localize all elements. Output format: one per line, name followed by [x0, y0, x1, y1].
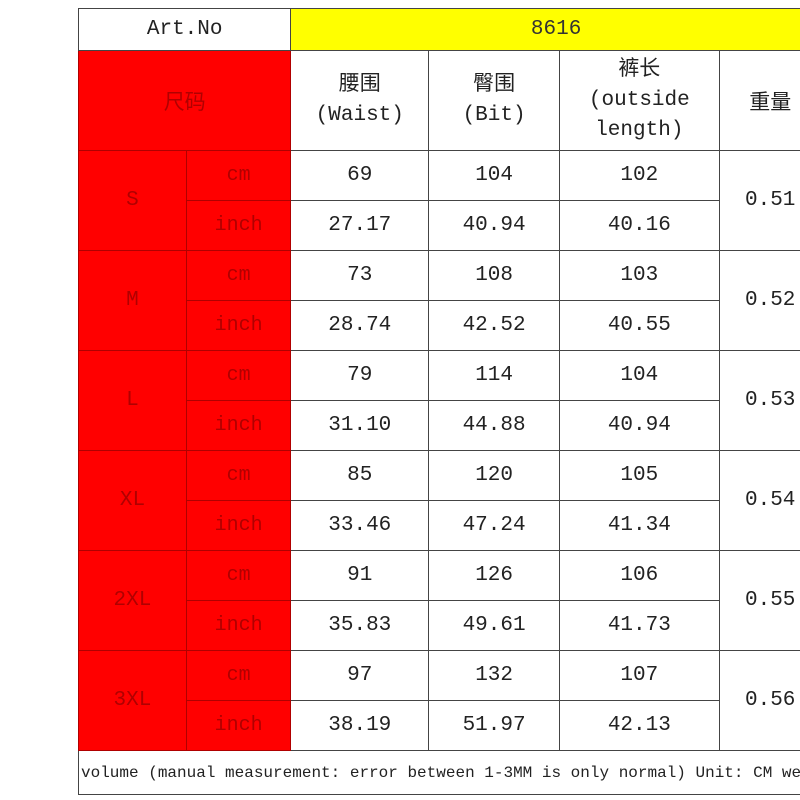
art-no-label: Art.No [77, 8, 292, 51]
hip-value: 51.97 [428, 700, 561, 751]
size-label: 3XL [78, 650, 187, 751]
length-value: 106 [559, 550, 720, 601]
hip-value: 120 [428, 450, 561, 501]
waist-header-en: (Waist) [315, 103, 404, 127]
table-row: inch 28.74 42.52 40.55 [79, 300, 800, 351]
length-value: 102 [559, 150, 720, 201]
footer-note: volume (manual measurement: error betwee… [78, 750, 800, 795]
weight-value: 0.55 [718, 550, 800, 651]
waist-value: 35.83 [290, 600, 430, 651]
size-label: 2XL [78, 550, 187, 651]
header-row: 尺码 腰围 (Waist) 臀围 (Bit) 裤长 (outside length) 重… [77, 50, 800, 151]
length-value: 42.13 [559, 700, 720, 751]
size-label: S [78, 150, 187, 251]
waist-value: 28.74 [290, 300, 430, 351]
hip-value: 40.94 [428, 200, 561, 251]
unit-label: inch [185, 600, 292, 651]
size-chart-table: Art.No 8616 尺码 腰围 (Waist) 臀围 (Bit) 裤长 (outs… [77, 8, 800, 795]
waist-value: 79 [290, 350, 430, 401]
hip-header-cn: 臀围 [473, 73, 516, 97]
length-value: 105 [559, 450, 720, 501]
table-row: inch 33.46 47.24 41.34 [79, 500, 800, 551]
weight-value: 0.54 [718, 450, 800, 551]
length-value: 104 [559, 350, 720, 401]
length-value: 103 [559, 250, 720, 301]
table-row: 2XL cm 91 126 106 0.55 [78, 550, 800, 651]
unit-label: cm [185, 250, 292, 301]
waist-header-cn: 腰围 [338, 73, 381, 97]
waist-value: 73 [290, 250, 430, 301]
table-row: inch 35.83 49.61 41.73 [79, 600, 800, 651]
table-row: 3XL cm 97 132 107 0.56 [78, 650, 800, 751]
unit-label: cm [185, 650, 292, 701]
table-row: XL cm 85 120 105 0.54 [78, 450, 800, 551]
unit-label: inch [185, 200, 292, 251]
waist-value: 91 [290, 550, 430, 601]
waist-value: 85 [290, 450, 430, 501]
unit-label: inch [185, 700, 292, 751]
length-value: 41.73 [559, 600, 720, 651]
waist-value: 33.46 [290, 500, 430, 551]
weight-header: 重量 [718, 50, 800, 151]
weight-value: 0.53 [718, 350, 800, 451]
unit-label: inch [185, 300, 292, 351]
waist-header: 腰围 (Waist) [290, 50, 430, 151]
length-value: 40.94 [559, 400, 720, 451]
art-no-value: 8616 [290, 8, 800, 51]
hip-value: 108 [428, 250, 561, 301]
hip-value: 126 [428, 550, 561, 601]
length-value: 40.16 [559, 200, 720, 251]
waist-value: 31.10 [290, 400, 430, 451]
table-row: inch 38.19 51.97 42.13 [79, 700, 800, 751]
weight-value: 0.56 [718, 650, 800, 751]
hip-header-en: (Bit) [462, 103, 526, 127]
unit-label: inch [185, 400, 292, 451]
hip-value: 49.61 [428, 600, 561, 651]
length-value: 107 [559, 650, 720, 701]
waist-value: 97 [290, 650, 430, 701]
size-label: M [78, 250, 187, 351]
unit-label: cm [185, 350, 292, 401]
length-header-cn: 裤长 [618, 58, 661, 82]
unit-label: cm [185, 450, 292, 501]
size-label: XL [78, 450, 187, 551]
hip-value: 42.52 [428, 300, 561, 351]
hip-value: 132 [428, 650, 561, 701]
hip-value: 47.24 [428, 500, 561, 551]
size-header: 尺码 [77, 50, 292, 151]
length-header: 裤长 (outside length) [559, 50, 720, 151]
weight-value: 0.51 [718, 150, 800, 251]
hip-value: 114 [428, 350, 561, 401]
weight-value: 0.52 [718, 250, 800, 351]
waist-value: 69 [290, 150, 430, 201]
unit-label: inch [185, 500, 292, 551]
hip-value: 44.88 [428, 400, 561, 451]
length-header-en-1: (outside [588, 88, 690, 112]
waist-value: 27.17 [290, 200, 430, 251]
table-row: inch 27.17 40.94 40.16 [79, 200, 800, 251]
art-no-row: Art.No 8616 [77, 8, 800, 51]
hip-value: 104 [428, 150, 561, 201]
size-label: L [78, 350, 187, 451]
hip-header: 臀围 (Bit) [428, 50, 561, 151]
length-header-en-2: length) [595, 118, 684, 142]
table-row: inch 31.10 44.88 40.94 [79, 400, 800, 451]
length-value: 41.34 [559, 500, 720, 551]
unit-label: cm [185, 150, 292, 201]
length-value: 40.55 [559, 300, 720, 351]
unit-label: cm [185, 550, 292, 601]
waist-value: 38.19 [290, 700, 430, 751]
footer-row: volume (manual measurement: error betwee… [78, 750, 800, 795]
